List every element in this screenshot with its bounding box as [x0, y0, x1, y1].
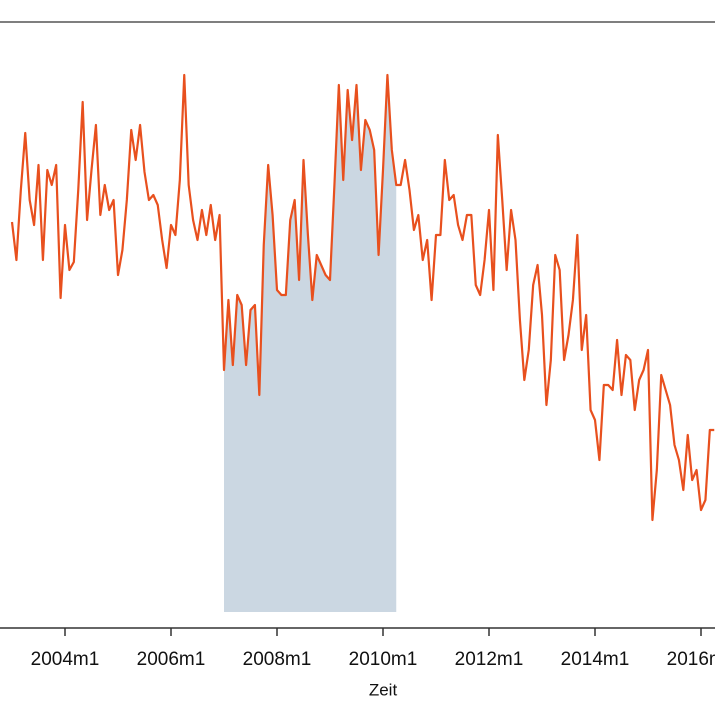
x-tick-label: 2014m1	[561, 649, 630, 670]
x-tick-label: 2006m1	[137, 649, 206, 670]
data-line	[10, 73, 715, 522]
x-tick-label: 2016m1	[667, 649, 715, 670]
x-tick-label: 2008m1	[243, 649, 312, 670]
x-tick-label: 2004m1	[31, 649, 100, 670]
x-tick-label: 2010m1	[349, 649, 418, 670]
shaded-area	[224, 75, 397, 612]
x-tick-label: 2012m1	[455, 649, 524, 670]
x-axis-title: Zeit	[369, 680, 398, 699]
